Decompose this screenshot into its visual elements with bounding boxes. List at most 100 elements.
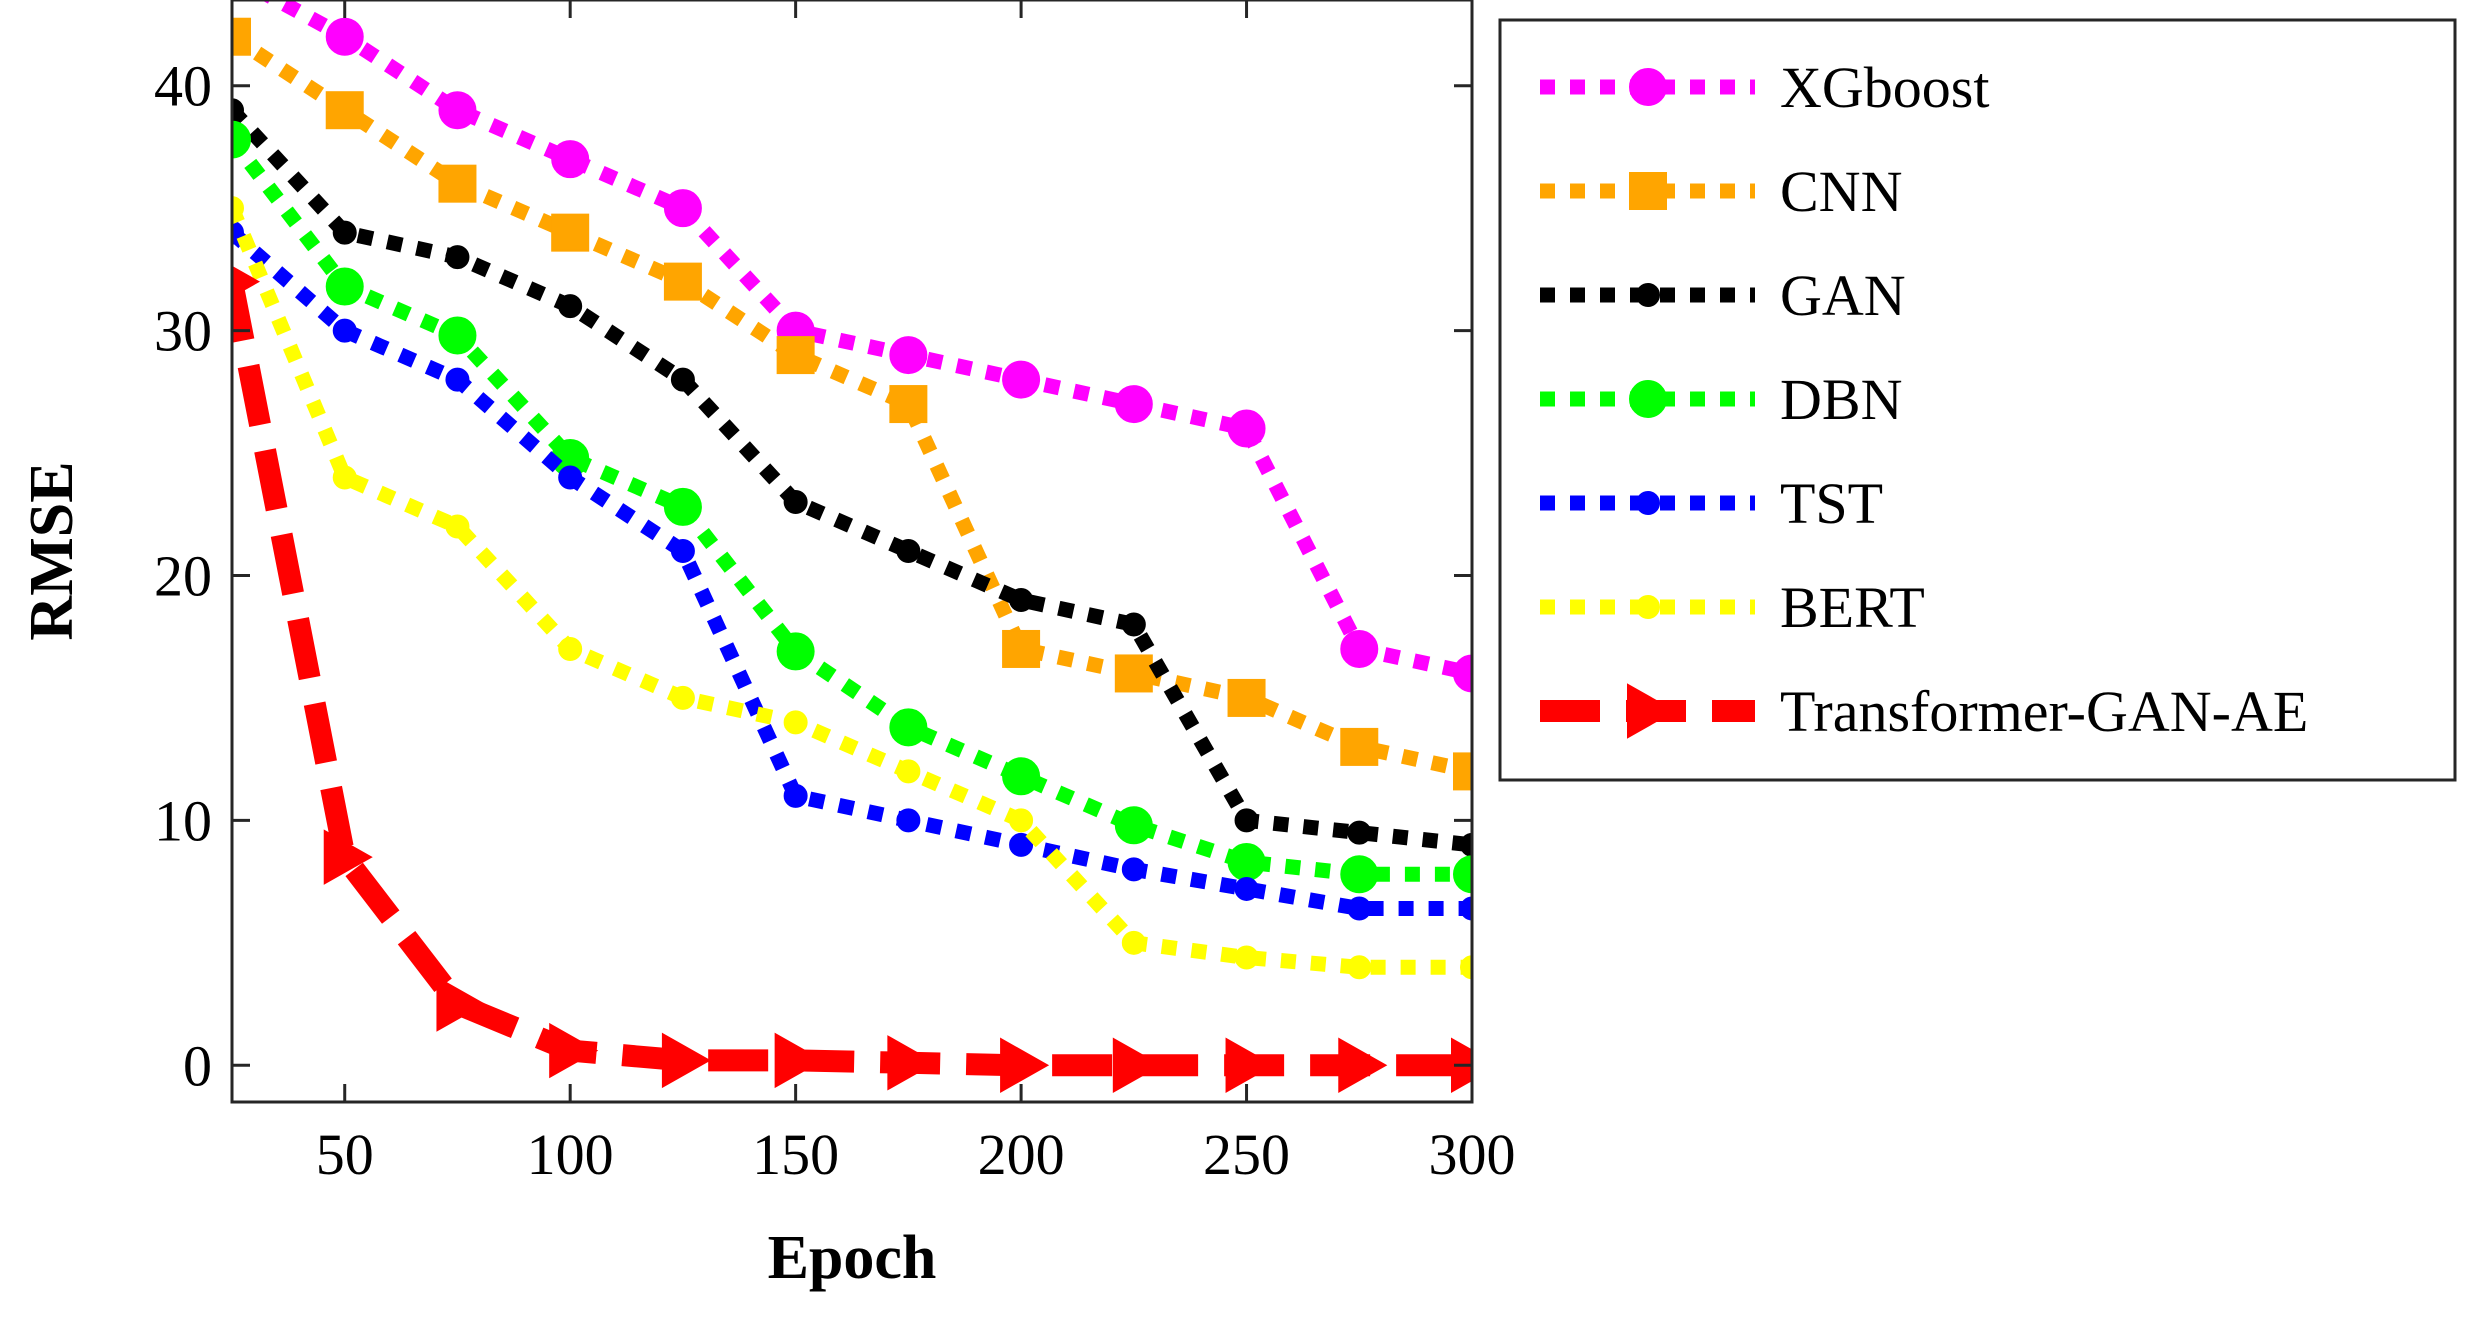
point-transformer-gan-ae-125 (661, 1032, 711, 1089)
point-bert-75 (445, 514, 470, 539)
series-dbn (232, 120, 1472, 894)
point-transformer-gan-ae-50 (323, 829, 373, 885)
point-transformer-gan-ae-25 (232, 265, 261, 298)
legend-label-bert: BERT (1780, 575, 1925, 640)
point-cnn-100 (551, 213, 590, 252)
point-dbn-50 (325, 267, 364, 306)
legend: XGboost CNN GAN DBN TST BERT Transformer-GAN-A… (1498, 18, 2457, 782)
point-gan-125 (670, 367, 695, 392)
legend-item-gan: GAN (1540, 263, 1906, 328)
point-cnn-50 (325, 91, 364, 130)
point-tst-225 (1121, 857, 1146, 882)
point-dbn-125 (663, 487, 702, 526)
point-dbn-150 (776, 632, 815, 671)
legend-item-xgboost: XGboost (1540, 55, 1989, 120)
y-tick-label-0: 0 (183, 1033, 212, 1098)
legend-label-dbn: DBN (1780, 367, 1902, 432)
point-dbn-275 (1340, 855, 1379, 894)
point-bert-300 (1460, 955, 1472, 980)
point-gan-275 (1347, 820, 1372, 845)
point-tst-250 (1234, 876, 1259, 901)
point-tst-100 (558, 465, 583, 490)
legend-marker-dbn (1629, 380, 1667, 418)
point-tst-300 (1460, 896, 1472, 921)
legend-marker-tst (1636, 491, 1660, 515)
point-bert-150 (783, 710, 808, 735)
legend-label-transformer-gan-ae: Transformer-GAN-AE (1780, 679, 2308, 744)
point-xgboost-275 (1340, 629, 1379, 668)
series-line-bert (232, 205, 1472, 975)
point-gan-225 (1121, 612, 1146, 637)
point-transformer-gan-ae-225 (1112, 1037, 1162, 1093)
legend-item-tst: TST (1540, 471, 1883, 536)
point-bert-125 (670, 685, 695, 710)
point-tst-75 (445, 367, 470, 392)
series-xgboost (261, 0, 1472, 693)
point-xgboost-300 (1453, 654, 1472, 693)
point-cnn-25 (232, 17, 251, 56)
series-transformer-gan-ae (232, 265, 1472, 1093)
y-tick-label-40: 40 (154, 54, 212, 119)
point-bert-275 (1347, 955, 1372, 980)
point-transformer-gan-ae-175 (887, 1035, 937, 1091)
point-cnn-250 (1227, 678, 1266, 717)
point-cnn-75 (438, 164, 477, 203)
y-tick-label-30: 30 (154, 299, 212, 364)
point-bert-225 (1121, 930, 1146, 955)
point-gan-50 (332, 220, 357, 245)
point-transformer-gan-ae-275 (1338, 1037, 1388, 1093)
axes-layer: 50 100 150 200 250 300 0 10 20 30 40 Epoch RMSE (18, 0, 1516, 1292)
point-cnn-150 (776, 336, 815, 375)
point-bert-175 (896, 759, 921, 784)
point-bert-25 (232, 196, 244, 221)
point-transformer-gan-ae-75 (436, 976, 486, 1032)
x-tick-label-150: 150 (752, 1122, 839, 1187)
x-axis-title: Epoch (768, 1224, 937, 1292)
series-line-tst (232, 226, 1472, 916)
point-tst-275 (1347, 896, 1372, 921)
point-gan-150 (783, 490, 808, 515)
x-tick-label-250: 250 (1203, 1122, 1290, 1187)
y-axis-title: RMSE (18, 461, 86, 640)
point-xgboost-200 (1002, 360, 1041, 399)
series-line-xgboost (261, 0, 1472, 681)
point-dbn-75 (438, 316, 477, 355)
point-tst-200 (1009, 832, 1034, 857)
x-tick-label-50: 50 (316, 1122, 374, 1187)
legend-label-gan: GAN (1780, 263, 1906, 328)
legend-marker-gan (1636, 283, 1660, 307)
point-gan-200 (1009, 587, 1034, 612)
point-tst-50 (332, 318, 357, 343)
point-tst-125 (670, 539, 695, 563)
series-gan (232, 98, 1472, 857)
point-cnn-200 (1002, 629, 1041, 668)
x-tick-label-100: 100 (527, 1122, 614, 1187)
point-xgboost-250 (1227, 409, 1266, 448)
series-cnn (232, 17, 1472, 791)
point-gan-175 (896, 539, 921, 563)
series-tst (232, 220, 1472, 921)
point-dbn-200 (1002, 757, 1041, 796)
legend-marker-bert (1636, 595, 1660, 619)
point-dbn-225 (1114, 806, 1153, 845)
legend-label-tst: TST (1780, 471, 1883, 536)
point-xgboost-50 (325, 17, 364, 56)
legend-item-transformer-gan-ae: Transformer-GAN-AE (1540, 679, 2308, 744)
point-gan-25 (232, 98, 244, 123)
legend-item-cnn: CNN (1540, 159, 1902, 224)
point-bert-250 (1234, 945, 1259, 970)
point-transformer-gan-ae-200 (1000, 1037, 1050, 1093)
point-xgboost-75 (438, 91, 477, 130)
point-gan-250 (1234, 808, 1259, 833)
point-gan-300 (1460, 832, 1472, 857)
legend-marker-transformer-gan-ae (1627, 683, 1677, 739)
point-bert-100 (558, 636, 583, 661)
point-dbn-300 (1453, 855, 1472, 894)
point-bert-200 (1009, 808, 1034, 833)
x-tick-label-200: 200 (978, 1122, 1065, 1187)
legend-item-dbn: DBN (1540, 367, 1902, 432)
point-xgboost-175 (889, 336, 928, 375)
point-dbn-250 (1227, 843, 1266, 882)
point-tst-175 (896, 808, 921, 833)
